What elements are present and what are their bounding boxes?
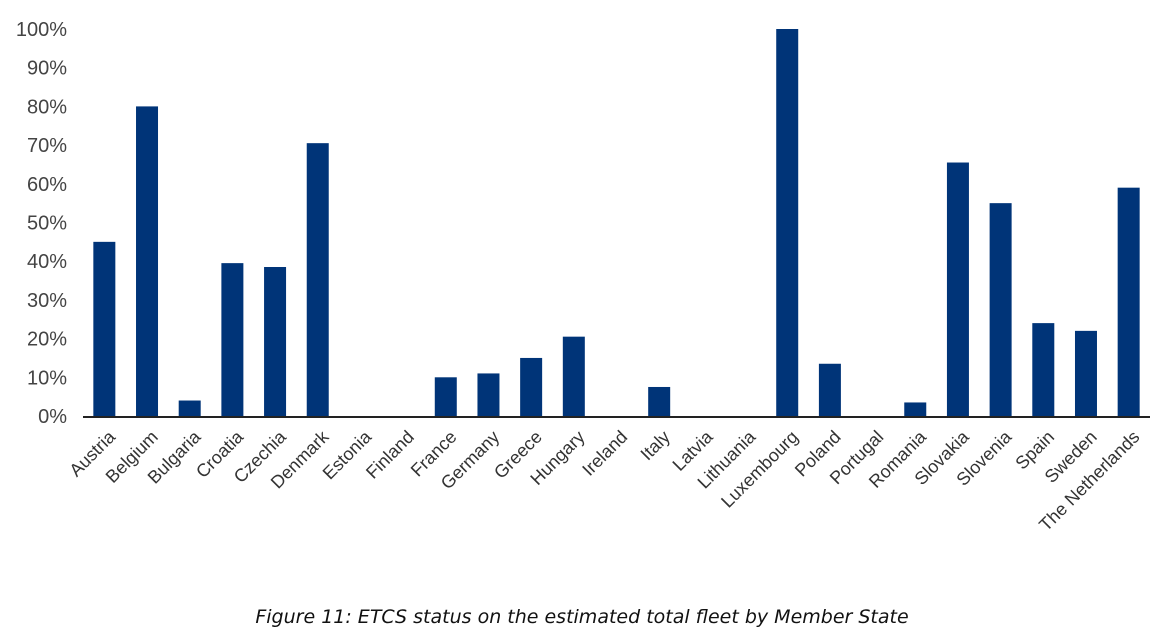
y-tick-label: 90% [27,58,67,80]
bar-belgium [136,106,159,417]
y-tick-label: 0% [38,406,67,428]
bar-romania [904,402,927,416]
bar-italy [648,386,671,416]
bar-spain [1032,323,1055,416]
bar-sweden [1074,330,1097,416]
y-tick-label: 50% [27,213,67,235]
bar-denmark [306,143,329,417]
y-tick-label: 40% [27,251,67,273]
bar-greece [520,357,543,416]
x-axis: AustriaBelgiumBulgariaCroatiaCzechiaDenm… [65,426,1143,535]
y-tick-label: 30% [27,290,67,312]
y-axis: 0% 10% 20% 30% 40% 50% 60% 70% 80% 90% 100% [16,19,67,428]
y-tick-label: 60% [27,174,67,196]
y-tick-label: 100% [16,19,67,41]
bar-czechia [264,267,287,416]
x-tick-label: Finland [362,427,418,483]
bar-bulgaria [178,400,201,416]
bar-france [434,377,457,416]
y-tick-label: 10% [27,367,67,389]
bar-the-netherlands [1117,187,1140,416]
bar-poland [818,363,841,416]
bar-luxembourg [776,29,799,416]
bar-slovenia [989,203,1012,416]
y-tick-label: 70% [27,135,67,157]
bar-germany [477,373,500,416]
etcs-bar-chart: 0% 10% 20% 30% 40% 50% 60% 70% 80% 90% 100% Austri… [16,19,1150,535]
figure-caption: Figure 11: ETCS status on the estimated … [255,606,909,628]
x-tick-label: Italy [637,427,674,464]
bar-croatia [221,263,244,416]
y-tick-label: 20% [27,329,67,351]
bar-slovakia [946,162,969,416]
x-tick-label: Ireland [578,427,631,480]
bar-hungary [562,336,585,416]
bar-austria [93,241,116,416]
y-tick-label: 80% [27,96,67,118]
bars [93,29,1140,417]
